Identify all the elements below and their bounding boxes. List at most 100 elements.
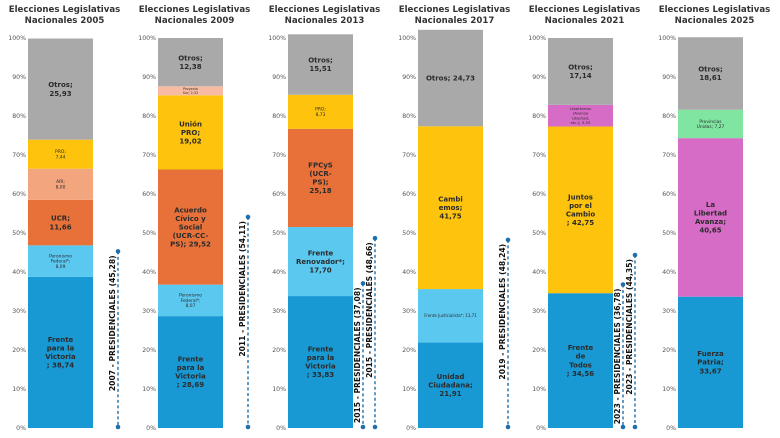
segment-label-line: ; 38,74 xyxy=(47,362,75,370)
y-tick-label: 30% xyxy=(12,308,26,315)
bar-segment xyxy=(678,138,743,297)
y-tick-label: 70% xyxy=(272,152,286,159)
y-tick-label: 50% xyxy=(662,230,676,237)
annotation-label: 2015 - PRESIDENCIALES (37,08) xyxy=(353,287,362,423)
segment-label-line: Victoria xyxy=(175,373,206,381)
segment-label-line: (UCR- xyxy=(309,170,331,178)
segment-label-line: Cívico y xyxy=(175,215,206,223)
bar-segment xyxy=(418,126,483,290)
segment-label-line: Social xyxy=(179,223,203,231)
chart-title: Nacionales 2005 xyxy=(25,16,105,26)
segment-label-line: Otros; xyxy=(308,57,333,65)
annotation-label: 2019 - PRESIDENCIALES (48,24) xyxy=(498,244,507,380)
segment-label-line: 12,38 xyxy=(179,63,201,71)
y-tick-label: 0% xyxy=(406,425,416,432)
annotation-top-marker xyxy=(245,214,251,220)
y-tick-label: 0% xyxy=(276,425,286,432)
segment-label: Unidad Ciudadana; 21,91 xyxy=(428,373,473,398)
y-tick-label: 0% xyxy=(16,425,26,432)
segment-label: Otros; 25,93 xyxy=(48,81,73,98)
segment-label-line: Renovador*; xyxy=(296,258,345,266)
bar-segment xyxy=(28,276,93,428)
y-tick-label: 30% xyxy=(402,308,416,315)
annotation-label: 2015 - PRESIDENCIALES (48,66) xyxy=(365,242,374,378)
chart-title: Elecciones Legislativas xyxy=(529,5,641,15)
y-tick-label: 90% xyxy=(662,74,676,81)
y-tick-label: 90% xyxy=(532,74,546,81)
y-tick-label: 50% xyxy=(142,230,156,237)
segment-label-line: Proyecto xyxy=(183,87,198,91)
segment-label-line: Frente xyxy=(568,344,594,352)
bar-segment xyxy=(548,38,613,105)
chart-title: Nacionales 2021 xyxy=(545,16,625,26)
segment-label: La Libertad Avanza; 40,65 xyxy=(694,201,727,235)
y-tick-label: 70% xyxy=(142,152,156,159)
segment-label-line: Federal*; xyxy=(51,259,71,265)
y-tick-label: 70% xyxy=(402,152,416,159)
segment-label-line: Cambio xyxy=(566,211,596,219)
y-tick-label: 10% xyxy=(272,386,286,393)
segment-label-line: 15,51 xyxy=(309,65,331,73)
segment-label-line: 17,70 xyxy=(309,266,331,274)
segment-label-line: de xyxy=(576,353,586,361)
y-tick-label: 20% xyxy=(12,347,26,354)
bar-segment xyxy=(418,342,483,428)
segment-label: Peronismo Federal*; 8,07 xyxy=(179,293,202,310)
segment-label-line: 8,00 xyxy=(56,184,66,190)
chart-title: Nacionales 2025 xyxy=(675,16,755,26)
segment-label-line: PRO; xyxy=(181,129,200,137)
segment-label-line: 8,07 xyxy=(186,303,196,309)
segment-label-line: Otros; 24,73 xyxy=(426,74,475,82)
annotation-top-marker xyxy=(360,281,366,286)
segment-label-line: Otros; xyxy=(698,66,723,74)
annotation-bottom-marker xyxy=(505,424,511,430)
annotation-top-marker xyxy=(115,249,121,254)
segment-label-line: ARI; xyxy=(56,179,65,185)
segment-label-line: PS); xyxy=(312,179,328,187)
annotation-bottom-marker xyxy=(360,424,366,430)
segment-label-line: Libertad xyxy=(694,210,727,218)
segment-label-line: Victoria xyxy=(305,363,336,371)
y-tick-label: 30% xyxy=(272,308,286,315)
bar-segment xyxy=(158,38,223,87)
segment-label-line: ; 28,69 xyxy=(177,381,205,389)
bar-segment xyxy=(418,289,483,343)
y-tick-label: 80% xyxy=(12,113,26,120)
bar-segment xyxy=(288,128,353,228)
segment-label-line: Frente xyxy=(178,356,204,364)
segment-label-line: Libertarios xyxy=(570,106,591,111)
y-tick-label: 30% xyxy=(532,308,546,315)
bar-segment xyxy=(678,296,743,428)
chart-title: Nacionales 2009 xyxy=(155,16,235,26)
segment-label-line: Victoria xyxy=(45,353,76,361)
segment-label-line: 17,14 xyxy=(569,72,591,80)
chart-title: Elecciones Legislativas xyxy=(139,5,251,15)
bar-segment xyxy=(158,95,223,170)
segment-label: Fuerza Patria; 33,67 xyxy=(697,350,724,375)
segment-label: Otros; 17,14 xyxy=(568,64,593,81)
segment-label-line: 11,66 xyxy=(49,223,71,231)
segment-label: FPCyS (UCR-PS); 25,18 xyxy=(308,162,333,196)
segment-label: Otros; 15,51 xyxy=(308,57,333,74)
y-tick-label: 90% xyxy=(272,74,286,81)
annotation-label: 2023 - PRESIDENCIALES (36,78) xyxy=(613,289,622,425)
segment-label-line: Acuerdo xyxy=(174,206,207,214)
segment-label-line: ; 33,83 xyxy=(307,371,335,379)
y-tick-label: 40% xyxy=(402,269,416,276)
segment-label-line: 7,44 xyxy=(56,154,66,160)
y-tick-label: 50% xyxy=(402,230,416,237)
segment-label-line: ; 34,56 xyxy=(567,370,595,378)
y-tick-label: 70% xyxy=(532,152,546,159)
bar-segment xyxy=(28,139,93,169)
y-tick-label: 60% xyxy=(662,191,676,198)
segment-label-line: Fuerza xyxy=(697,350,724,358)
y-tick-label: 100% xyxy=(658,35,676,42)
segment-label: Frente para la Victoria; 33,83 xyxy=(305,346,336,380)
segment-label-line: Frente xyxy=(48,336,74,344)
y-tick-label: 70% xyxy=(12,152,26,159)
y-tick-label: 0% xyxy=(536,425,546,432)
y-tick-label: 10% xyxy=(12,386,26,393)
bar-segment xyxy=(158,169,223,285)
bar-segment xyxy=(158,316,223,428)
y-tick-label: 50% xyxy=(272,230,286,237)
